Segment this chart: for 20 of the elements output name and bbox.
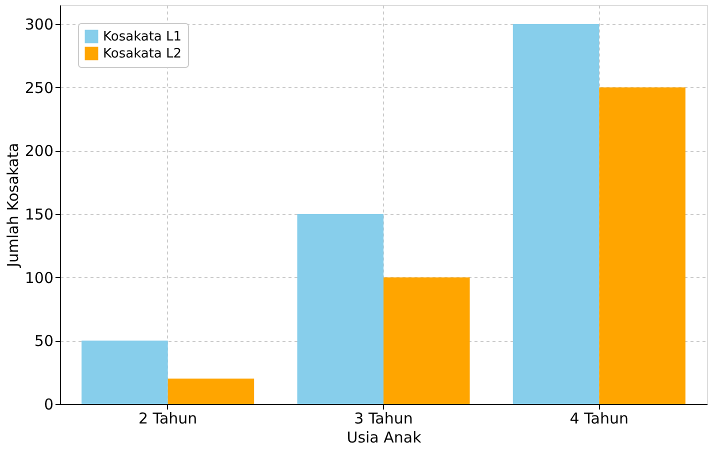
y-tick-label: 150	[24, 206, 54, 224]
x-tick-label: 4 Tahun	[570, 410, 629, 428]
y-tick-label: 300	[24, 16, 54, 34]
bar	[297, 214, 384, 404]
y-tick-label: 0	[44, 396, 54, 414]
legend-label: Kosakata L1	[103, 30, 182, 44]
legend-label: Kosakata L2	[103, 46, 182, 62]
bar	[82, 340, 168, 404]
y-tick-label: 100	[24, 268, 54, 287]
x-axis-title: Usia Anak	[346, 428, 422, 446]
y-axis-title: Jumlah Kosakata	[4, 142, 22, 268]
y-tick-label: 250	[24, 78, 54, 97]
bar	[512, 24, 600, 404]
x-tick-label: 3 Tahun	[354, 410, 413, 428]
bar	[384, 277, 470, 404]
x-tick-label: 2 Tahun	[138, 410, 198, 428]
bar	[599, 87, 686, 404]
bar	[168, 378, 254, 404]
y-tick-label: 200	[24, 142, 54, 160]
y-tick-label: 50	[34, 332, 54, 350]
